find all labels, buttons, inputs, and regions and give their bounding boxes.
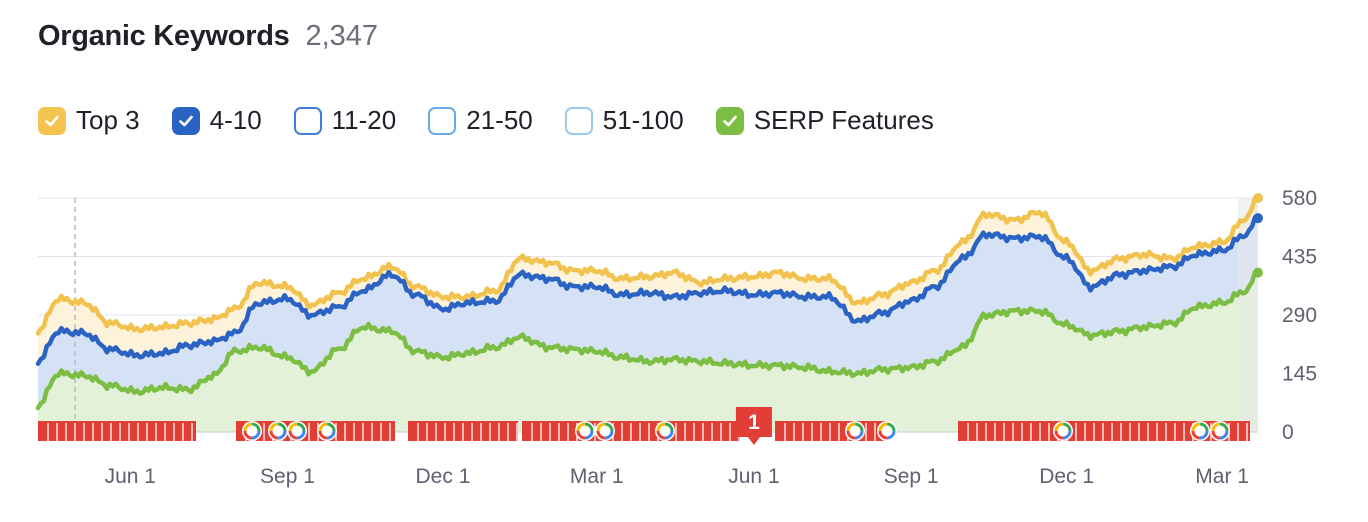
legend-item-serp-features[interactable]: SERP Features	[715, 105, 934, 136]
google-g-icon-yellow	[1054, 422, 1072, 440]
top3-endpoint	[1253, 193, 1263, 203]
notes-badge[interactable]	[735, 407, 772, 445]
legend-item-51-100[interactable]: 51-100	[564, 105, 684, 136]
serp-features-area	[38, 272, 1258, 432]
google-g-icon-red	[878, 422, 896, 440]
google-g-icon-green	[878, 422, 896, 440]
legend-checkbox-checked[interactable]	[715, 106, 744, 135]
google-g-icon-green	[288, 422, 306, 440]
y-tick-label: 0	[1282, 421, 1294, 444]
legend-item-4-10[interactable]: 4-10	[171, 105, 262, 136]
y-tick-label: 145	[1282, 363, 1317, 386]
serp-features-line	[35, 270, 1261, 411]
legend-item-21-50[interactable]: 21-50	[428, 105, 533, 136]
x-tick-label: Dec 1	[1039, 465, 1094, 488]
checkmark-icon	[722, 115, 737, 126]
google-g-icon-red	[596, 422, 614, 440]
google-g-icon-red	[1191, 422, 1209, 440]
google-g-icon-red	[318, 422, 336, 440]
google-g-icon-green	[1211, 422, 1229, 440]
legend-label: 21-50	[466, 105, 533, 135]
google-g-icon-green	[656, 422, 674, 440]
google-g-icon-red	[1211, 422, 1229, 440]
legend-label: 51-100	[602, 105, 684, 135]
google-g-icon-yellow	[269, 422, 287, 440]
y-tick-label: 580	[1282, 187, 1317, 210]
header: Organic Keywords 2,347	[38, 20, 378, 53]
legend-label: SERP Features	[753, 105, 934, 135]
legend-label: Top 3	[76, 105, 140, 135]
legend: Top 3 4-10 11-20 21-50 51-100 SERP Features	[38, 105, 966, 136]
x-tick-label: Jun 1	[105, 465, 156, 488]
google-g-icon-green	[576, 422, 594, 440]
google-g-icon-red	[1054, 422, 1072, 440]
google-g-icon-green	[1191, 422, 1209, 440]
google-g-icon-yellow	[878, 422, 896, 440]
incomplete-data-shading	[1238, 198, 1258, 432]
y-tick-label: 435	[1282, 246, 1317, 269]
checkmark-icon	[178, 115, 193, 126]
google-g-icon-green	[596, 422, 614, 440]
google-g-icon-yellow	[596, 422, 614, 440]
google-g-icon-red	[846, 422, 864, 440]
google-g-icon-red	[288, 422, 306, 440]
google-g-icon-green	[846, 422, 864, 440]
google-g-icon-yellow	[243, 422, 261, 440]
keyword-count: 2,347	[305, 20, 379, 52]
serp-features-endpoint	[1253, 267, 1263, 278]
google-g-icon-red	[269, 422, 287, 440]
google-g-icon-yellow	[318, 422, 336, 440]
organic-keywords-chart: 580 435 290 145 0 1 Jun 1 Sep 1 Dec 1 Mar 1 Jun 1 S…	[35, 187, 1317, 488]
x-tick-label: Mar 1	[1195, 465, 1249, 488]
legend-label: 11-20	[331, 105, 397, 135]
google-g-icon-green	[243, 422, 261, 440]
legend-checkbox[interactable]	[428, 106, 457, 135]
notes-marker-strip[interactable]	[38, 421, 196, 441]
top-4-10-line	[35, 215, 1261, 366]
checkmark-icon	[45, 115, 59, 126]
top-4-10-endpoint	[1253, 213, 1263, 224]
google-g-icon-yellow	[288, 422, 306, 440]
legend-checkbox-checked[interactable]	[38, 106, 66, 135]
legend-checkbox-checked[interactable]	[171, 106, 200, 135]
google-g-icon-yellow	[1191, 422, 1209, 440]
x-tick-label: Sep 1	[260, 465, 315, 488]
google-g-icon-yellow	[1211, 422, 1229, 440]
top3-line	[35, 195, 1261, 336]
x-tick-label: Sep 1	[884, 465, 939, 488]
google-g-icon-red	[243, 422, 261, 440]
widget-title: Organic Keywords	[38, 20, 290, 52]
google-g-icon-yellow	[576, 422, 594, 440]
notes-marker-strip[interactable]	[775, 421, 888, 441]
legend-item-top-3[interactable]: Top 3	[38, 105, 140, 136]
y-tick-label: 290	[1282, 304, 1317, 327]
google-g-icon-red	[656, 422, 674, 440]
google-g-icon-green	[1054, 422, 1072, 440]
x-tick-label: Jun 1	[728, 465, 779, 488]
google-g-icon-red	[576, 422, 594, 440]
legend-checkbox[interactable]	[293, 106, 322, 135]
google-g-icon-green	[269, 422, 287, 440]
google-g-icon-green	[318, 422, 336, 440]
notes-badge-label: 1	[748, 411, 760, 434]
google-g-icon-yellow	[656, 422, 674, 440]
legend-checkbox[interactable]	[564, 106, 593, 135]
x-tick-label: Mar 1	[570, 465, 624, 488]
legend-item-11-20[interactable]: 11-20	[293, 105, 397, 136]
google-g-icon-yellow	[846, 422, 864, 440]
legend-label: 4-10	[209, 105, 262, 135]
x-tick-label: Dec 1	[416, 465, 471, 488]
